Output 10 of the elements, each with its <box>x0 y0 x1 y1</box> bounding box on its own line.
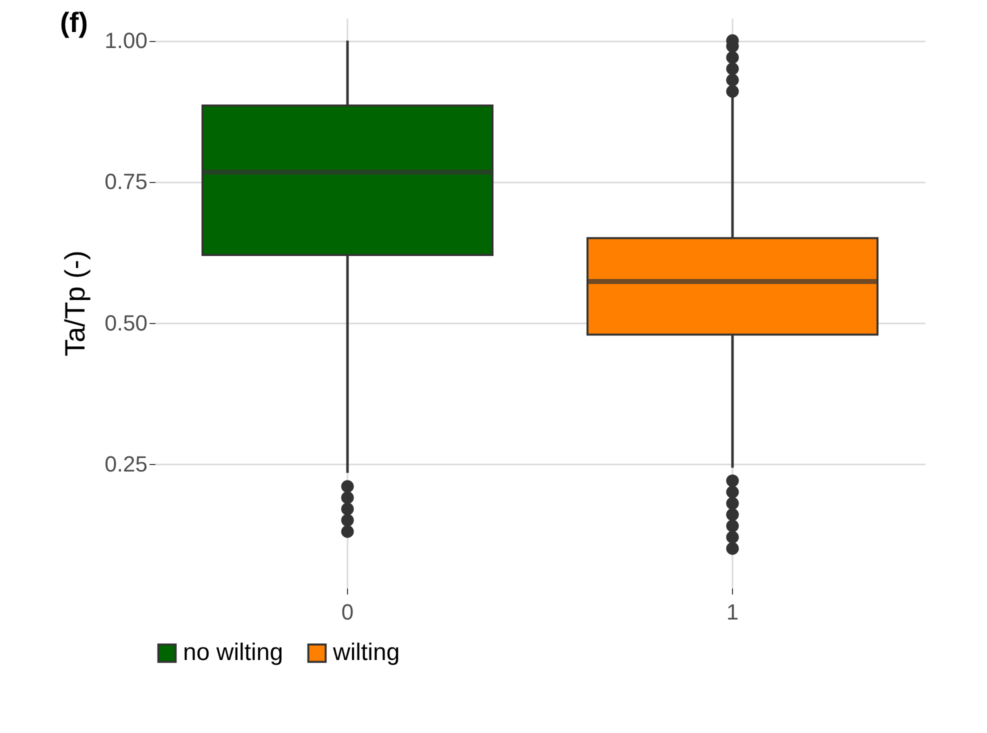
chart-title: (f) <box>60 7 88 38</box>
x-tick-label: 1 <box>726 600 739 624</box>
y-tick-label: 0.75 <box>104 169 148 194</box>
legend-label: no wilting <box>183 639 284 666</box>
y-axis-title: Ta/Tp (-) <box>60 250 91 356</box>
y-tick-label: 0.50 <box>104 310 148 336</box>
y-tick-label: 0.25 <box>104 451 148 476</box>
legend-label: wilting <box>332 639 400 666</box>
x-tick-label: 0 <box>341 600 354 624</box>
y-tick-label: 1.00 <box>104 28 148 54</box>
